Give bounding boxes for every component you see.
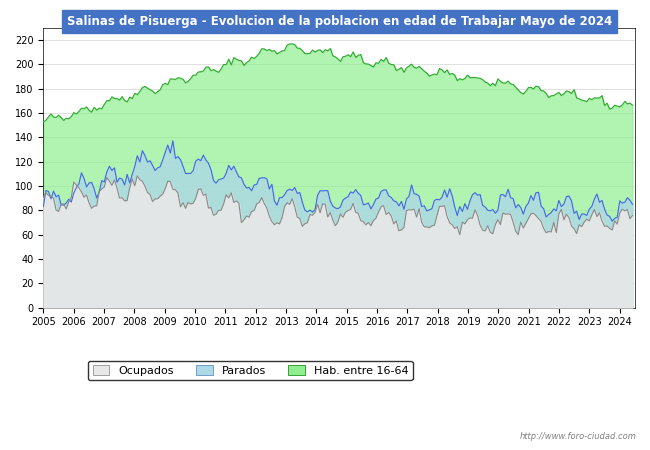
Title: Salinas de Pisuerga - Evolucion de la poblacion en edad de Trabajar Mayo de 2024: Salinas de Pisuerga - Evolucion de la po… (66, 15, 612, 28)
Legend: Ocupados, Parados, Hab. entre 16-64: Ocupados, Parados, Hab. entre 16-64 (88, 360, 413, 380)
Text: http://www.foro-ciudad.com: http://www.foro-ciudad.com (520, 432, 637, 441)
